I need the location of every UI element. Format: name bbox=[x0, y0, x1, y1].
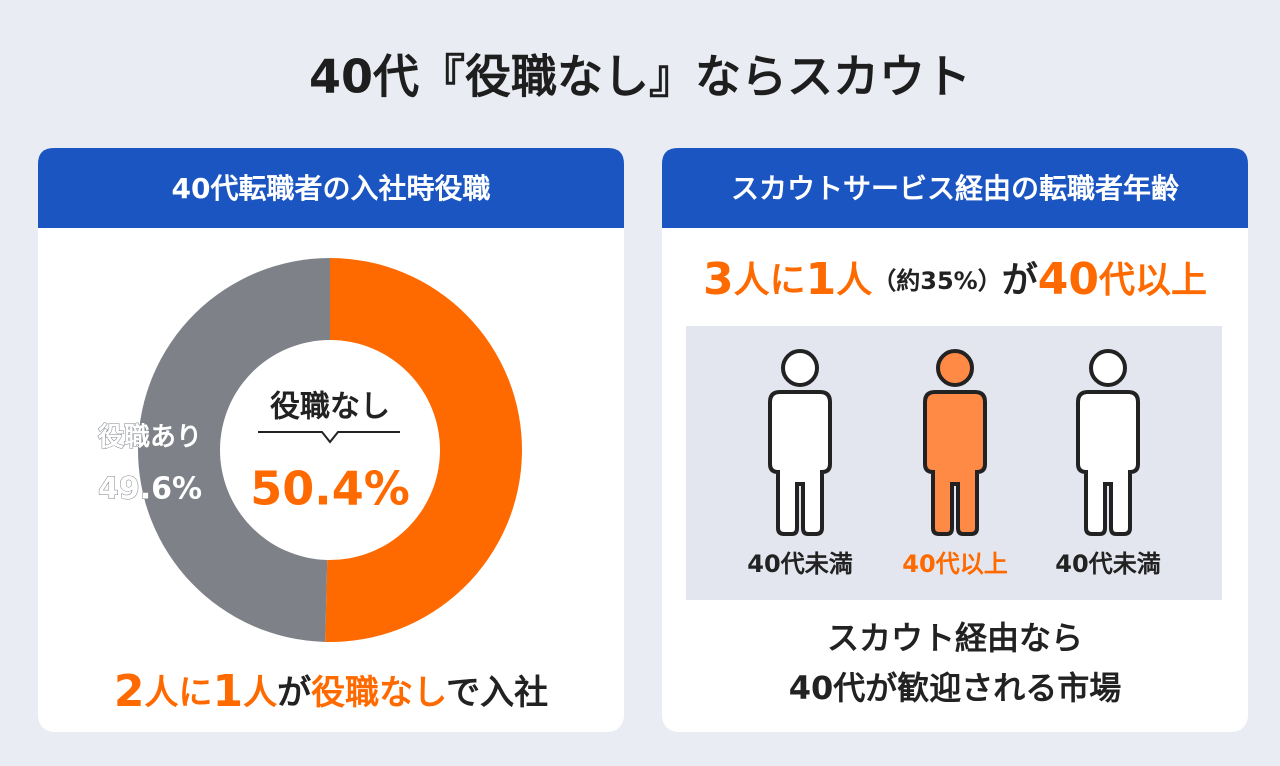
donut-slice bbox=[325, 258, 522, 642]
person-head bbox=[781, 349, 819, 387]
person-label: 40代以上 bbox=[902, 550, 1007, 578]
text-part: 人 bbox=[836, 260, 872, 301]
person-label: 40代未満 bbox=[1055, 550, 1160, 578]
person-head bbox=[936, 349, 974, 387]
person-body bbox=[923, 390, 987, 536]
text-part: 人に bbox=[734, 260, 806, 301]
text-part: 40 bbox=[1038, 254, 1099, 305]
right-title: スカウトサービス経由の転職者年齢 bbox=[731, 172, 1179, 205]
footer-line: スカウト経由なら bbox=[827, 619, 1083, 657]
right-header bbox=[662, 148, 1248, 228]
text-part: 代以上 bbox=[1098, 260, 1207, 301]
text-part: （約35%） bbox=[872, 267, 1001, 295]
text-part: が bbox=[277, 673, 311, 713]
text-part: 役職なし bbox=[311, 673, 446, 713]
main-title: 40代『役職なし』ならスカウト bbox=[309, 50, 971, 104]
person-body bbox=[768, 390, 832, 536]
text-part: 1 bbox=[213, 666, 244, 717]
dynamic-layer: 役職なし50.4%役職あり49.6%2人に1人が役職なしで入社3人に1人（約35… bbox=[97, 254, 1207, 717]
text-part: 2 bbox=[114, 666, 145, 717]
slice-label: 役職あり bbox=[98, 423, 202, 453]
person-body bbox=[1076, 390, 1140, 536]
left-title: 40代転職者の入社時役職 bbox=[172, 172, 491, 205]
text-part: が bbox=[1002, 260, 1038, 301]
left-header bbox=[38, 148, 624, 228]
mixed-text: 3人に1人（約35%）が40代以上 bbox=[703, 254, 1207, 305]
text-part: 3 bbox=[703, 254, 734, 305]
text-part: 人 bbox=[243, 673, 277, 713]
center-value: 50.4% bbox=[250, 462, 410, 516]
person-head bbox=[1089, 349, 1127, 387]
text-part: 1 bbox=[806, 254, 837, 305]
text-part: 人に bbox=[145, 673, 213, 713]
speech-line bbox=[258, 431, 400, 444]
mixed-text: 2人に1人が役職なしで入社 bbox=[114, 666, 548, 717]
footer-line: 40代が歓迎される市場 bbox=[789, 669, 1122, 707]
donut-slice bbox=[137, 258, 330, 642]
text-part: で入社 bbox=[446, 673, 548, 713]
slice-value: 49.6% bbox=[98, 472, 202, 507]
center-label: 役職なし bbox=[270, 390, 390, 425]
person-label: 40代未満 bbox=[747, 550, 852, 578]
